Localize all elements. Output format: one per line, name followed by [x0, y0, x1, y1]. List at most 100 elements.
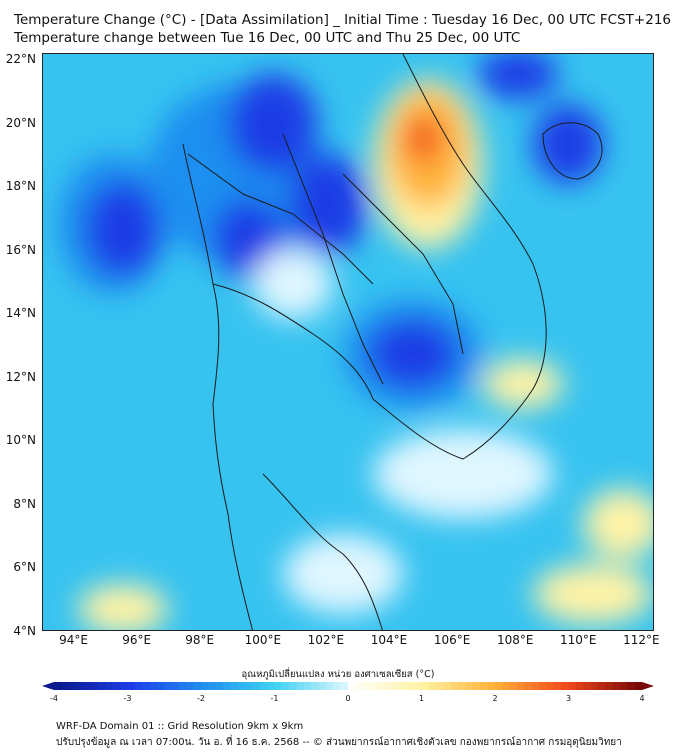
- colorbar-segment: [583, 682, 592, 690]
- colorbar-segment: [619, 682, 628, 690]
- lat-label: 18°N: [5, 179, 36, 194]
- colorbar-segment: [296, 682, 305, 690]
- colorbar-segment: [303, 682, 312, 690]
- lon-label: 94°E: [59, 633, 88, 647]
- lon-label: 108°E: [496, 633, 534, 647]
- colorbar-tick-label: 3: [565, 694, 572, 703]
- colorbar-label: อุณหภูมิเปลี่ยนแปลง หน่วย องศาเซลเซียส (…: [241, 669, 435, 680]
- inland-border-1: [187, 153, 374, 285]
- colorbar-segment: [90, 682, 99, 690]
- hainan-island: [542, 122, 603, 180]
- colorbar-tick-label: -4: [50, 694, 58, 703]
- colorbar-segment: [61, 682, 70, 690]
- colorbar-segment: [605, 682, 614, 690]
- colorbar-segment: [450, 682, 459, 690]
- neutral-region-sea: [373, 429, 553, 519]
- colorbar-segment: [561, 682, 570, 690]
- colorbar-segment: [384, 682, 393, 690]
- colorbar-tick-label: 0: [345, 694, 351, 703]
- colorbar-segment: [524, 682, 533, 690]
- colorbar-segment: [142, 682, 151, 690]
- colorbar-segment: [340, 682, 349, 690]
- colorbar-segment: [472, 682, 481, 690]
- colorbar-tick-label: -3: [123, 694, 132, 703]
- colorbar-segment: [201, 682, 209, 690]
- cold-core-north-thailand: [228, 74, 318, 174]
- colorbar-segment: [156, 682, 165, 690]
- lon-label: 106°E: [433, 633, 471, 647]
- colorbar-segment: [465, 682, 474, 690]
- inland-border-2: [282, 133, 384, 385]
- colorbar-segment: [149, 682, 158, 690]
- colorbar-segment: [355, 682, 364, 690]
- colorbar-segment: [539, 682, 548, 690]
- lat-label: 22°N: [5, 52, 36, 67]
- lon-label: 104°E: [370, 633, 408, 647]
- colorbar-tick-label: 1: [418, 694, 425, 703]
- colorbar-max-arrow: [642, 682, 654, 690]
- colorbar-segment: [414, 682, 423, 690]
- colorbar-segment: [392, 682, 401, 690]
- map-subtitle: Temperature change between Tue 16 Dec, 0…: [14, 30, 521, 46]
- colorbar-segment: [98, 682, 107, 690]
- lat-label: 4°N: [13, 624, 36, 638]
- colorbar-segment: [215, 682, 224, 690]
- lat-label: 16°N: [5, 242, 36, 257]
- colorbar-segment: [120, 682, 129, 690]
- colorbar-segment: [509, 682, 518, 690]
- colorbar-segment: [428, 682, 437, 690]
- colorbar-segment: [105, 682, 114, 690]
- colorbar-segment: [237, 682, 246, 690]
- colorbar-segment: [377, 682, 386, 690]
- colorbar-segment: [436, 682, 445, 690]
- colorbar-segment: [281, 682, 290, 690]
- colorbar-segment: [178, 682, 187, 690]
- colorbar-segment: [76, 682, 84, 690]
- colorbar-segment: [134, 682, 143, 690]
- temperature-field-map: [43, 54, 653, 630]
- colorbar-segment: [568, 682, 577, 690]
- colorbar-segment: [208, 682, 217, 690]
- eastern-coastline: [372, 54, 547, 460]
- colorbar-segment: [634, 682, 643, 690]
- colorbar-segment: [480, 682, 489, 690]
- warm-spot-south-east-corner: [533, 564, 653, 624]
- colorbar-segment: [597, 682, 606, 690]
- lon-label: 112°E: [623, 633, 660, 647]
- colorbar-segment: [311, 682, 320, 690]
- coastlines-and-borders: [182, 54, 603, 630]
- colorbar-segment: [230, 682, 239, 690]
- map-panel: [42, 53, 654, 631]
- lon-label: 102°E: [307, 633, 345, 647]
- colorbar-segment: [443, 682, 452, 690]
- inland-border-3: [342, 173, 464, 355]
- colorbar-segment: [487, 682, 496, 690]
- colorbar-segment: [223, 682, 231, 690]
- colorbar-segment: [458, 682, 467, 690]
- colorbar: [42, 682, 654, 690]
- colorbar-segment: [127, 682, 136, 690]
- lat-label: 8°N: [13, 496, 36, 511]
- peninsula-coast: [262, 473, 383, 630]
- colorbar-segment: [612, 682, 621, 690]
- colorbar-segment: [186, 682, 195, 690]
- colorbar-segment: [502, 682, 511, 690]
- neutral-region-south: [283, 534, 403, 614]
- colorbar-segment: [406, 682, 415, 690]
- colorbar-segment: [289, 682, 298, 690]
- colorbar-segment: [68, 682, 77, 690]
- colorbar-segment: [590, 682, 599, 690]
- cold-core-myanmar-west: [85, 181, 161, 277]
- colorbar-segment: [193, 682, 202, 690]
- colorbar-tick-label: 2: [492, 694, 498, 703]
- lat-label: 20°N: [5, 115, 36, 130]
- warm-spot-southeast: [583, 489, 653, 559]
- gulf-of-thailand-coast: [212, 283, 374, 400]
- cold-core-laos: [288, 154, 368, 254]
- colorbar-segment: [318, 682, 327, 690]
- map-title: Temperature Change (°C) - [Data Assimila…: [14, 12, 671, 28]
- cold-core-northeast: [478, 54, 558, 99]
- colorbar-segment: [112, 682, 121, 690]
- colorbar-segment: [83, 682, 92, 690]
- lon-label: 110°E: [560, 633, 597, 647]
